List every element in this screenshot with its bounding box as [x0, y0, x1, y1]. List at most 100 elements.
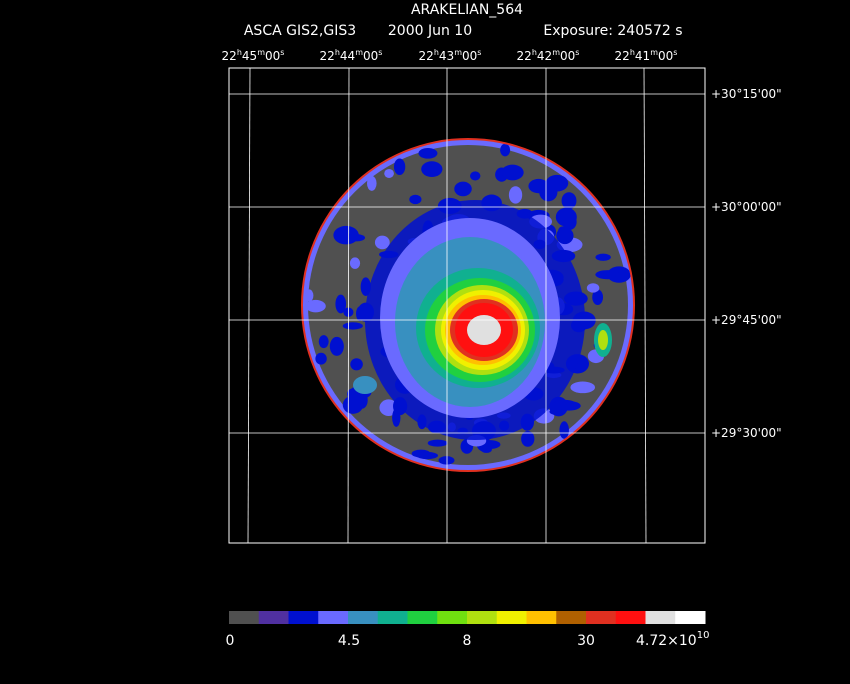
ra-part: 42	[537, 49, 552, 63]
ra-part: 00	[658, 49, 673, 63]
ra-part: h	[630, 48, 635, 57]
patch	[549, 408, 564, 415]
patch	[315, 352, 327, 365]
patch	[305, 289, 314, 302]
ra-label: 22h43m00s	[419, 48, 482, 63]
colorbar-swatch	[556, 611, 587, 624]
colorbar-swatch	[258, 611, 289, 624]
ra-part: 00	[560, 49, 575, 63]
patch	[305, 299, 326, 313]
patch	[508, 186, 523, 204]
patch	[528, 178, 549, 194]
axis-labels: 22h45m00s 22h44m00s 22h43m00s 22h42m00s 22h4…	[222, 48, 782, 440]
patch	[349, 257, 361, 269]
patch	[545, 174, 569, 192]
patch	[350, 358, 363, 371]
colorbar-swatch	[348, 611, 379, 624]
date: 2000 Jun 10	[388, 23, 472, 39]
source	[353, 376, 377, 394]
ra-part: 44	[340, 49, 355, 63]
ra-part: 00	[363, 49, 378, 63]
patch	[592, 289, 604, 305]
ra-part: s	[477, 48, 481, 57]
colorbar: 0 4.5 8 30 4.72×1010	[226, 611, 709, 649]
patch	[469, 171, 481, 181]
colorbar-swatch	[496, 611, 527, 624]
dec-label: +29°45'00"	[711, 313, 782, 327]
patch	[416, 451, 439, 460]
ra-part: m	[552, 48, 560, 57]
ra-part: 45	[242, 49, 257, 63]
ra-label: 22h42m00s	[517, 48, 580, 63]
patch	[421, 161, 443, 177]
patch	[393, 158, 406, 176]
colorbar-label: 4.5	[338, 633, 360, 649]
colorbar-swatch	[437, 611, 468, 624]
dec-label: +30°00'00"	[711, 200, 782, 214]
patch	[384, 168, 394, 178]
patch	[438, 456, 455, 465]
ra-part: 22	[419, 49, 434, 63]
colorbar-swatch	[675, 611, 706, 624]
ra-part: s	[575, 48, 579, 57]
colorbar-label: 30	[577, 633, 595, 649]
patch	[418, 147, 438, 159]
ra-part: 43	[439, 49, 454, 63]
ra-part: 00	[462, 49, 477, 63]
grid-line	[643, 67, 647, 544]
patch	[561, 192, 577, 210]
colorbar-label: 8	[463, 633, 472, 649]
ra-part: s	[280, 48, 284, 57]
colorbar-swatch	[377, 611, 408, 624]
patch	[454, 181, 472, 197]
ra-part: 22	[320, 49, 335, 63]
patch	[392, 408, 401, 427]
patch	[521, 430, 535, 447]
patch	[335, 294, 347, 314]
ra-label: 22h41m00s	[615, 48, 678, 63]
patch	[329, 336, 344, 356]
mantissa: 4.72×10	[636, 633, 697, 649]
colorbar-max-label: 4.72×1010	[636, 630, 709, 649]
patch	[595, 270, 621, 280]
ra-part: h	[335, 48, 340, 57]
patch	[595, 253, 611, 261]
patch	[366, 176, 377, 191]
ra-part: h	[532, 48, 537, 57]
emission	[305, 143, 631, 465]
patch	[556, 227, 574, 245]
frame	[228, 67, 706, 544]
image	[301, 138, 635, 472]
colorbar-label: 0	[226, 633, 235, 649]
ra-part: m	[454, 48, 462, 57]
patch	[555, 207, 577, 227]
coordinate-grid	[229, 67, 705, 544]
patch	[374, 235, 390, 250]
patch	[559, 421, 569, 439]
patch	[501, 164, 524, 181]
ra-part: h	[434, 48, 439, 57]
ra-part: m	[355, 48, 363, 57]
patch	[586, 283, 600, 293]
ra-part: h	[237, 48, 242, 57]
colorbar-swatch	[615, 611, 646, 624]
colorbar-swatch	[288, 611, 319, 624]
dec-label: +30°15'00"	[711, 87, 782, 101]
colorbar-swatch	[318, 611, 349, 624]
patch	[356, 391, 368, 409]
ra-part: s	[378, 48, 382, 57]
colorbar-swatch	[586, 611, 617, 624]
source	[598, 330, 608, 350]
exposure: Exposure: 240572 s	[543, 23, 682, 39]
ra-label: 22h44m00s	[320, 48, 383, 63]
colorbar-swatch	[467, 611, 498, 624]
ra-part: 41	[635, 49, 650, 63]
ra-part: 22	[517, 49, 532, 63]
colorbar-swatch	[645, 611, 676, 624]
ra-part: 00	[265, 49, 280, 63]
colorbar-swatch	[407, 611, 438, 624]
patch	[409, 194, 422, 205]
ra-part: m	[257, 48, 265, 57]
